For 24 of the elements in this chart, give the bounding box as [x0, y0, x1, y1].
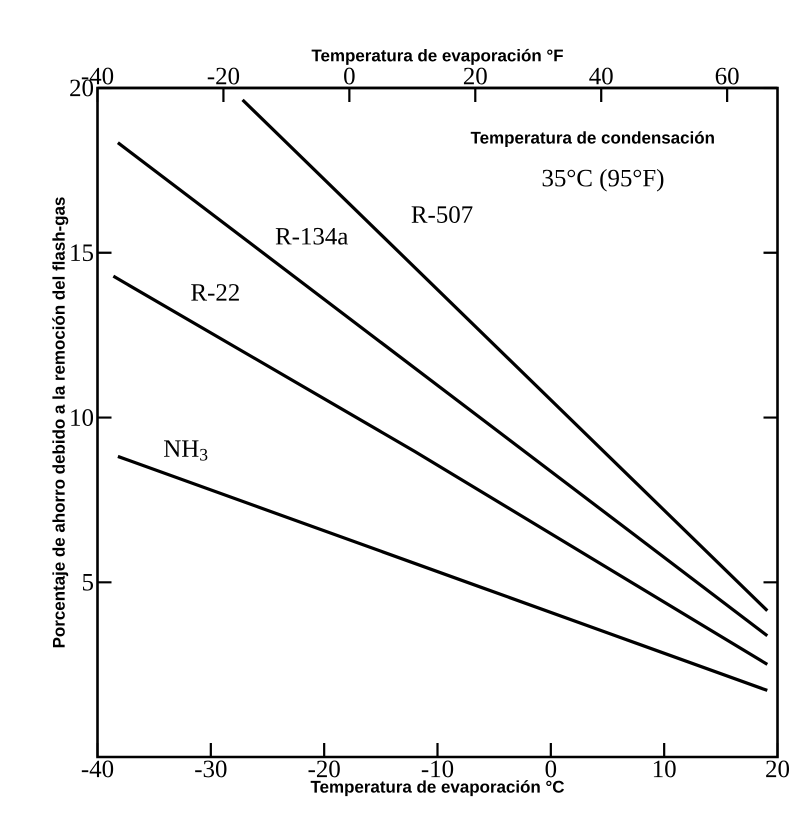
x2-tick-label: 20: [464, 68, 487, 84]
x2-tick-label: 0: [344, 68, 355, 84]
x-tick-label: 0: [546, 760, 556, 778]
x2-tick-label: -20: [208, 68, 240, 84]
series-label: R-134a: [276, 228, 348, 245]
x-tick-label: 10: [654, 760, 676, 778]
series-label: R-22: [191, 284, 239, 301]
annotation: 35°C (95°F): [542, 168, 664, 192]
x2-axis-title: Temperatura de evaporación °F: [312, 48, 563, 65]
y-axis-title: Porcentaje de ahorro debido a la remoción del flash-gas: [52, 197, 68, 648]
y-tick-label: 15: [71, 244, 94, 262]
series-label: NH$_{3}$: [164, 440, 208, 461]
x-tick-label: -40: [82, 760, 114, 778]
annotation: Temperatura de condensación: [470, 131, 714, 148]
x-tick-label: -20: [308, 760, 340, 778]
y-tick-label: 5: [82, 574, 94, 591]
series-label: R-507: [412, 206, 472, 223]
x2-tick-label: 60: [716, 68, 739, 84]
x-axis-title: Temperatura de evaporación °C: [310, 780, 564, 796]
x-tick-label: -30: [195, 760, 226, 778]
x2-tick-label: 40: [589, 68, 613, 84]
y-tick-label: 10: [71, 409, 94, 426]
x-tick-label: -10: [422, 760, 454, 778]
x-tick-label: 20: [766, 760, 789, 778]
